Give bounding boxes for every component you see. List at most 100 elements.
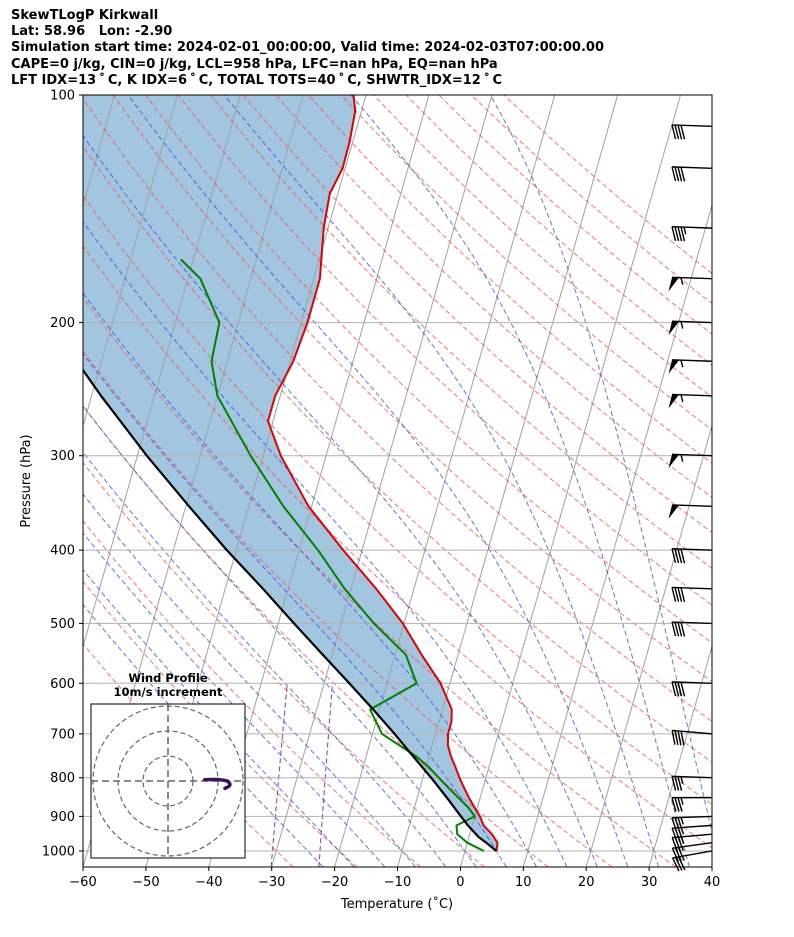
y-tick-label: 100 — [50, 89, 75, 104]
x-tick-label: −10 — [384, 875, 411, 890]
barb-half-feather — [680, 277, 684, 285]
moist-adiabat-line — [83, 568, 355, 867]
x-tick-label: −40 — [195, 875, 222, 890]
barb-flag — [668, 394, 680, 409]
dry-adiabat-line — [210, 95, 712, 570]
barb-feather — [671, 621, 677, 637]
moist-adiabat-line — [489, 95, 712, 834]
mixing-ratio-line — [318, 683, 333, 867]
barb-feather — [677, 730, 682, 746]
barb-feather — [671, 730, 676, 745]
barb-feather — [677, 166, 683, 182]
y-tick-label: 600 — [50, 677, 75, 692]
barb-feather — [677, 587, 683, 602]
barb-feather — [674, 730, 679, 746]
indices-line: LFT IDX=13 ˚ C, K IDX=6 ˚ C, TOTAL TOTS=… — [11, 72, 503, 88]
barb-feather — [677, 856, 686, 871]
barb-feather — [677, 226, 683, 242]
barb-feather — [671, 548, 677, 564]
isotherm-line — [83, 95, 241, 649]
barb-feather — [674, 548, 680, 564]
wind-barb — [671, 729, 713, 746]
barb-feather — [680, 548, 686, 564]
moist-adiabat-line — [83, 134, 598, 867]
isotherm-line — [83, 95, 178, 428]
barb-feather — [671, 587, 677, 602]
barb-feather — [674, 776, 680, 791]
barb-half-feather — [680, 797, 684, 805]
dry-adiabat-line — [503, 95, 712, 275]
isotherm-line — [711, 865, 712, 867]
barb-feather — [671, 837, 679, 852]
barb-half-feather — [680, 776, 684, 784]
barb-feather — [680, 731, 685, 746]
wind-barb — [671, 796, 712, 812]
barb-feather — [671, 226, 677, 242]
moist-adiabat-line — [83, 220, 568, 867]
barb-feather — [677, 817, 684, 832]
barb-feather — [677, 622, 683, 637]
y-tick-label: 500 — [50, 617, 75, 632]
barb-half-feather — [683, 226, 687, 235]
x-tick-label: 10 — [515, 875, 532, 890]
barb-feather — [677, 797, 683, 812]
barb-feather — [671, 857, 680, 872]
wind-barb — [671, 226, 713, 242]
barb-flag — [668, 454, 680, 469]
barb-feather — [671, 827, 678, 843]
moist-adiabat-line — [83, 292, 537, 867]
x-tick-label: −50 — [132, 875, 159, 890]
barb-feather — [674, 124, 680, 140]
location-line: Lat: 58.96 Lon: -2.90 — [11, 24, 173, 40]
wind-barb — [668, 320, 713, 336]
dry-adiabat-line — [83, 642, 294, 867]
dry-adiabat-line — [308, 95, 712, 464]
dry-adiabat-line — [438, 95, 712, 335]
wind-barb — [671, 586, 713, 603]
barb-feather — [671, 776, 677, 791]
dry-adiabat-line — [405, 95, 712, 366]
x-tick-label: 20 — [578, 875, 595, 890]
hodograph-title: Wind Profile — [128, 671, 208, 685]
x-tick-label: −20 — [321, 875, 348, 890]
barb-flag — [668, 277, 680, 292]
hodograph-plot — [91, 704, 245, 858]
dry-adiabat-line — [340, 95, 712, 431]
barb-feather — [680, 226, 686, 242]
barb-feather — [671, 681, 677, 697]
y-tick-label: 700 — [50, 727, 75, 742]
barb-feather — [680, 167, 686, 182]
wind-barb — [671, 681, 713, 697]
wind-barb — [671, 621, 713, 637]
x-axis-label: Temperature (˚C) — [340, 896, 453, 912]
barb-flag — [668, 504, 680, 519]
hodograph-trace — [203, 777, 232, 791]
dry-adiabat-line — [242, 95, 712, 534]
moist-adiabat-line — [83, 532, 386, 867]
barb-half-feather — [680, 394, 684, 402]
dry-adiabat-line — [83, 350, 613, 867]
barb-feather — [674, 587, 680, 602]
barb-half-feather — [680, 454, 684, 462]
barb-feather — [674, 681, 680, 697]
barb-feather — [674, 166, 680, 182]
x-tick-label: −60 — [69, 875, 96, 890]
isotherm-line — [459, 95, 682, 867]
barb-feather — [680, 125, 686, 140]
wind-barb — [671, 166, 713, 182]
wind-barb — [671, 815, 713, 832]
axes: −60 −50 −40 −30 −20 −10 0 10 20 30 40 1000 900 800 700… — [42, 89, 720, 891]
parcel-profile-line — [83, 368, 498, 852]
moist-adiabat-line — [83, 603, 324, 867]
x-tick-label: 30 — [641, 875, 658, 890]
dry-adiabat-line — [145, 95, 712, 644]
y-tick-label: 200 — [50, 316, 75, 331]
moist-adiabat-line — [350, 95, 690, 867]
dry-adiabat-line — [83, 245, 712, 849]
wind-barb — [668, 359, 713, 374]
x-tick-label: 0 — [456, 875, 464, 890]
moist-adiabat-line — [83, 451, 447, 867]
barb-feather — [674, 817, 681, 832]
